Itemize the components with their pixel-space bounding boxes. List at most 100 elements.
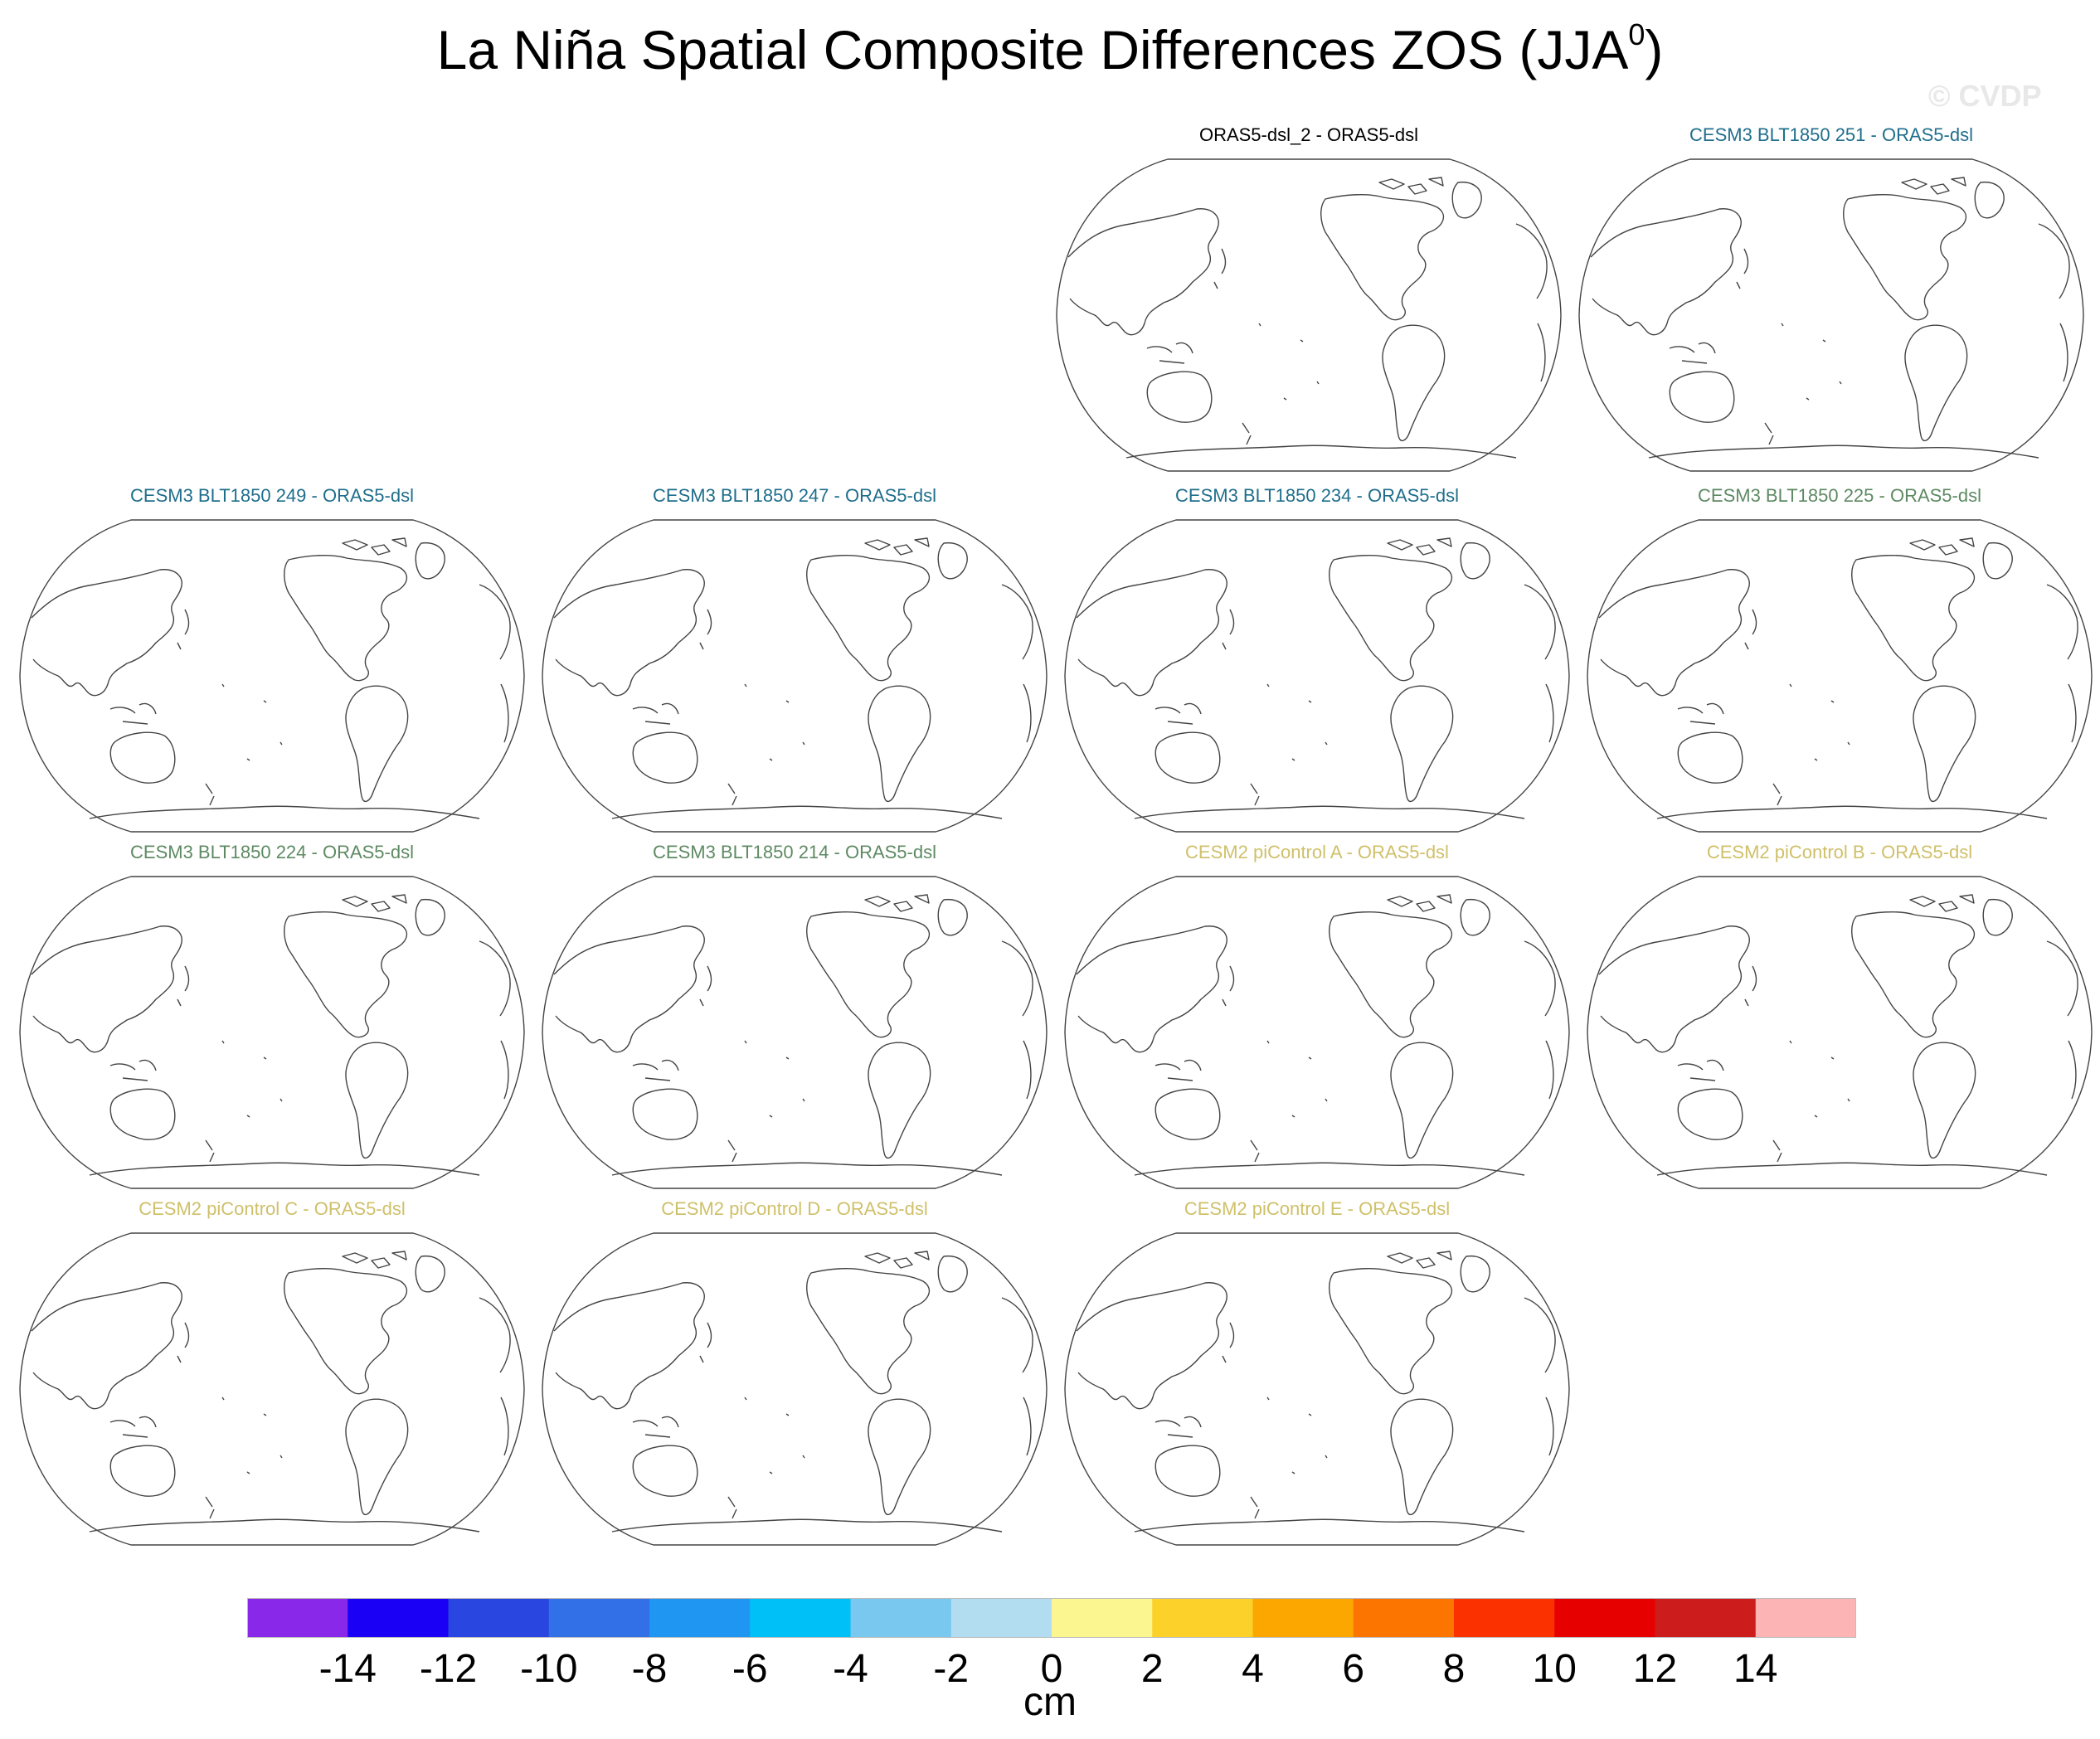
arctic-islands-coastline [864,537,930,556]
antarctica-coastline [89,805,480,819]
arctic-islands-coastline [1387,894,1452,912]
greenland-coastline [415,1255,445,1293]
pacific-islands [221,683,283,761]
maritime-continent-coastline [1669,342,1716,364]
map-panel: CESM3 BLT1850 247 - ORAS5-dsl [537,485,1052,850]
asia-coastline [1076,1282,1227,1410]
australia-coastline [1155,1445,1221,1497]
south-america-coastline [1913,1042,1976,1159]
north-america-coastline [1851,911,1976,1038]
greenland-coastline [1982,542,2013,580]
colorbar-swatch [548,1598,650,1638]
japan-coastline [177,1322,190,1363]
maritime-continent-coastline [1677,702,1724,725]
map-frame-outline [19,876,525,1189]
north-america-coastline [1329,911,1453,1038]
map-panel: CESM3 BLT1850 249 - ORAS5-dsl [15,485,529,850]
map-frame-outline [1578,158,2084,472]
colorbar-swatch [448,1598,550,1638]
australia-coastline [1155,1088,1221,1140]
australia-coastline [109,1445,176,1497]
panel-title: CESM2 piControl E - ORAS5-dsl [1184,1198,1451,1219]
maritime-continent-coastline [109,1059,157,1081]
antarctica-coastline [1134,1162,1525,1176]
map-panel: CESM3 BLT1850 225 - ORAS5-dsl [1582,485,2097,850]
north-america-coastline [284,555,408,682]
title-close: ) [1645,19,1664,80]
robinson-map [1056,158,1562,472]
north-america-coastline [1329,555,1453,682]
maritime-continent-coastline [632,1059,679,1081]
robinson-map [19,519,525,833]
antarctica-coastline [1648,444,2039,459]
new-zealand-coastline [1772,1139,1782,1163]
panel-title: CESM3 BLT1850 234 - ORAS5-dsl [1175,485,1459,506]
australia-coastline [1155,731,1221,784]
new-zealand-coastline [205,783,215,806]
greenland-coastline [415,542,445,580]
new-zealand-coastline [1764,422,1774,445]
pacific-islands [744,1397,805,1474]
pacific-islands [1789,683,1850,761]
panel-title: CESM3 BLT1850 251 - ORAS5-dsl [1689,124,1973,145]
robinson-map [1064,876,1570,1189]
map-frame-outline [1587,519,2093,833]
colorbar-swatch [348,1598,449,1638]
europe-africa-coastline [2046,584,2078,743]
pacific-islands [1266,683,1328,761]
map-frame-outline [19,519,525,833]
antarctica-coastline [611,805,1003,819]
south-america-coastline [1913,685,1976,803]
colorbar-swatch [1655,1598,1757,1638]
new-zealand-coastline [1772,783,1782,806]
new-zealand-coastline [1242,422,1252,445]
map-panel: CESM3 BLT1850 214 - ORAS5-dsl [537,842,1052,1207]
australia-coastline [1669,371,1735,423]
south-america-coastline [868,1398,931,1516]
japan-coastline [1736,248,1749,289]
pacific-islands [744,1040,805,1118]
map-frame-outline [542,876,1048,1189]
antarctica-coastline [611,1162,1003,1176]
new-zealand-coastline [1250,1139,1260,1163]
japan-coastline [1213,248,1227,289]
panel-title: CESM3 BLT1850 224 - ORAS5-dsl [130,842,414,862]
south-america-coastline [868,1042,931,1159]
colorbar-swatch [1152,1598,1253,1638]
colorbar-swatch [1252,1598,1354,1638]
europe-africa-coastline [1524,940,1556,1100]
cvdp-watermark: © CVDP [1928,79,2042,113]
colorbar-swatch [1454,1598,1555,1638]
maritime-continent-coastline [1155,1059,1202,1081]
south-america-coastline [1390,1042,1454,1159]
greenland-coastline [937,1255,968,1293]
asia-coastline [31,925,182,1053]
map-frame-outline [1064,1232,1570,1546]
europe-africa-coastline [1001,584,1033,743]
pacific-islands [1266,1397,1328,1474]
new-zealand-coastline [205,1139,215,1163]
greenland-coastline [1451,181,1482,219]
colorbar-tick-label: -10 [520,1647,578,1691]
title-main: La Niña Spatial Composite Differences ZO… [436,19,1629,80]
north-america-coastline [806,555,931,682]
colorbar-tick-label: -2 [933,1647,970,1691]
map-panel: CESM3 BLT1850 224 - ORAS5-dsl [15,842,529,1207]
panel-title: CESM2 piControl D - ORAS5-dsl [661,1198,928,1219]
pacific-islands [1258,323,1320,401]
colorbar-tick-label: 4 [1242,1647,1264,1691]
title-superscript: 0 [1628,17,1645,51]
asia-coastline [31,1282,182,1410]
map-panel: CESM3 BLT1850 251 - ORAS5-dsl [1574,124,2088,489]
arctic-islands-coastline [342,1251,407,1269]
south-america-coastline [1382,324,1446,442]
australia-coastline [632,1445,698,1497]
greenland-coastline [1460,1255,1490,1293]
greenland-coastline [415,898,445,936]
pacific-islands [221,1040,283,1118]
robinson-map [1064,519,1570,833]
panel-title: CESM3 BLT1850 225 - ORAS5-dsl [1698,485,1981,506]
map-frame-outline [19,1232,525,1546]
panel-title: CESM3 BLT1850 249 - ORAS5-dsl [130,485,414,506]
maritime-continent-coastline [109,1416,157,1438]
